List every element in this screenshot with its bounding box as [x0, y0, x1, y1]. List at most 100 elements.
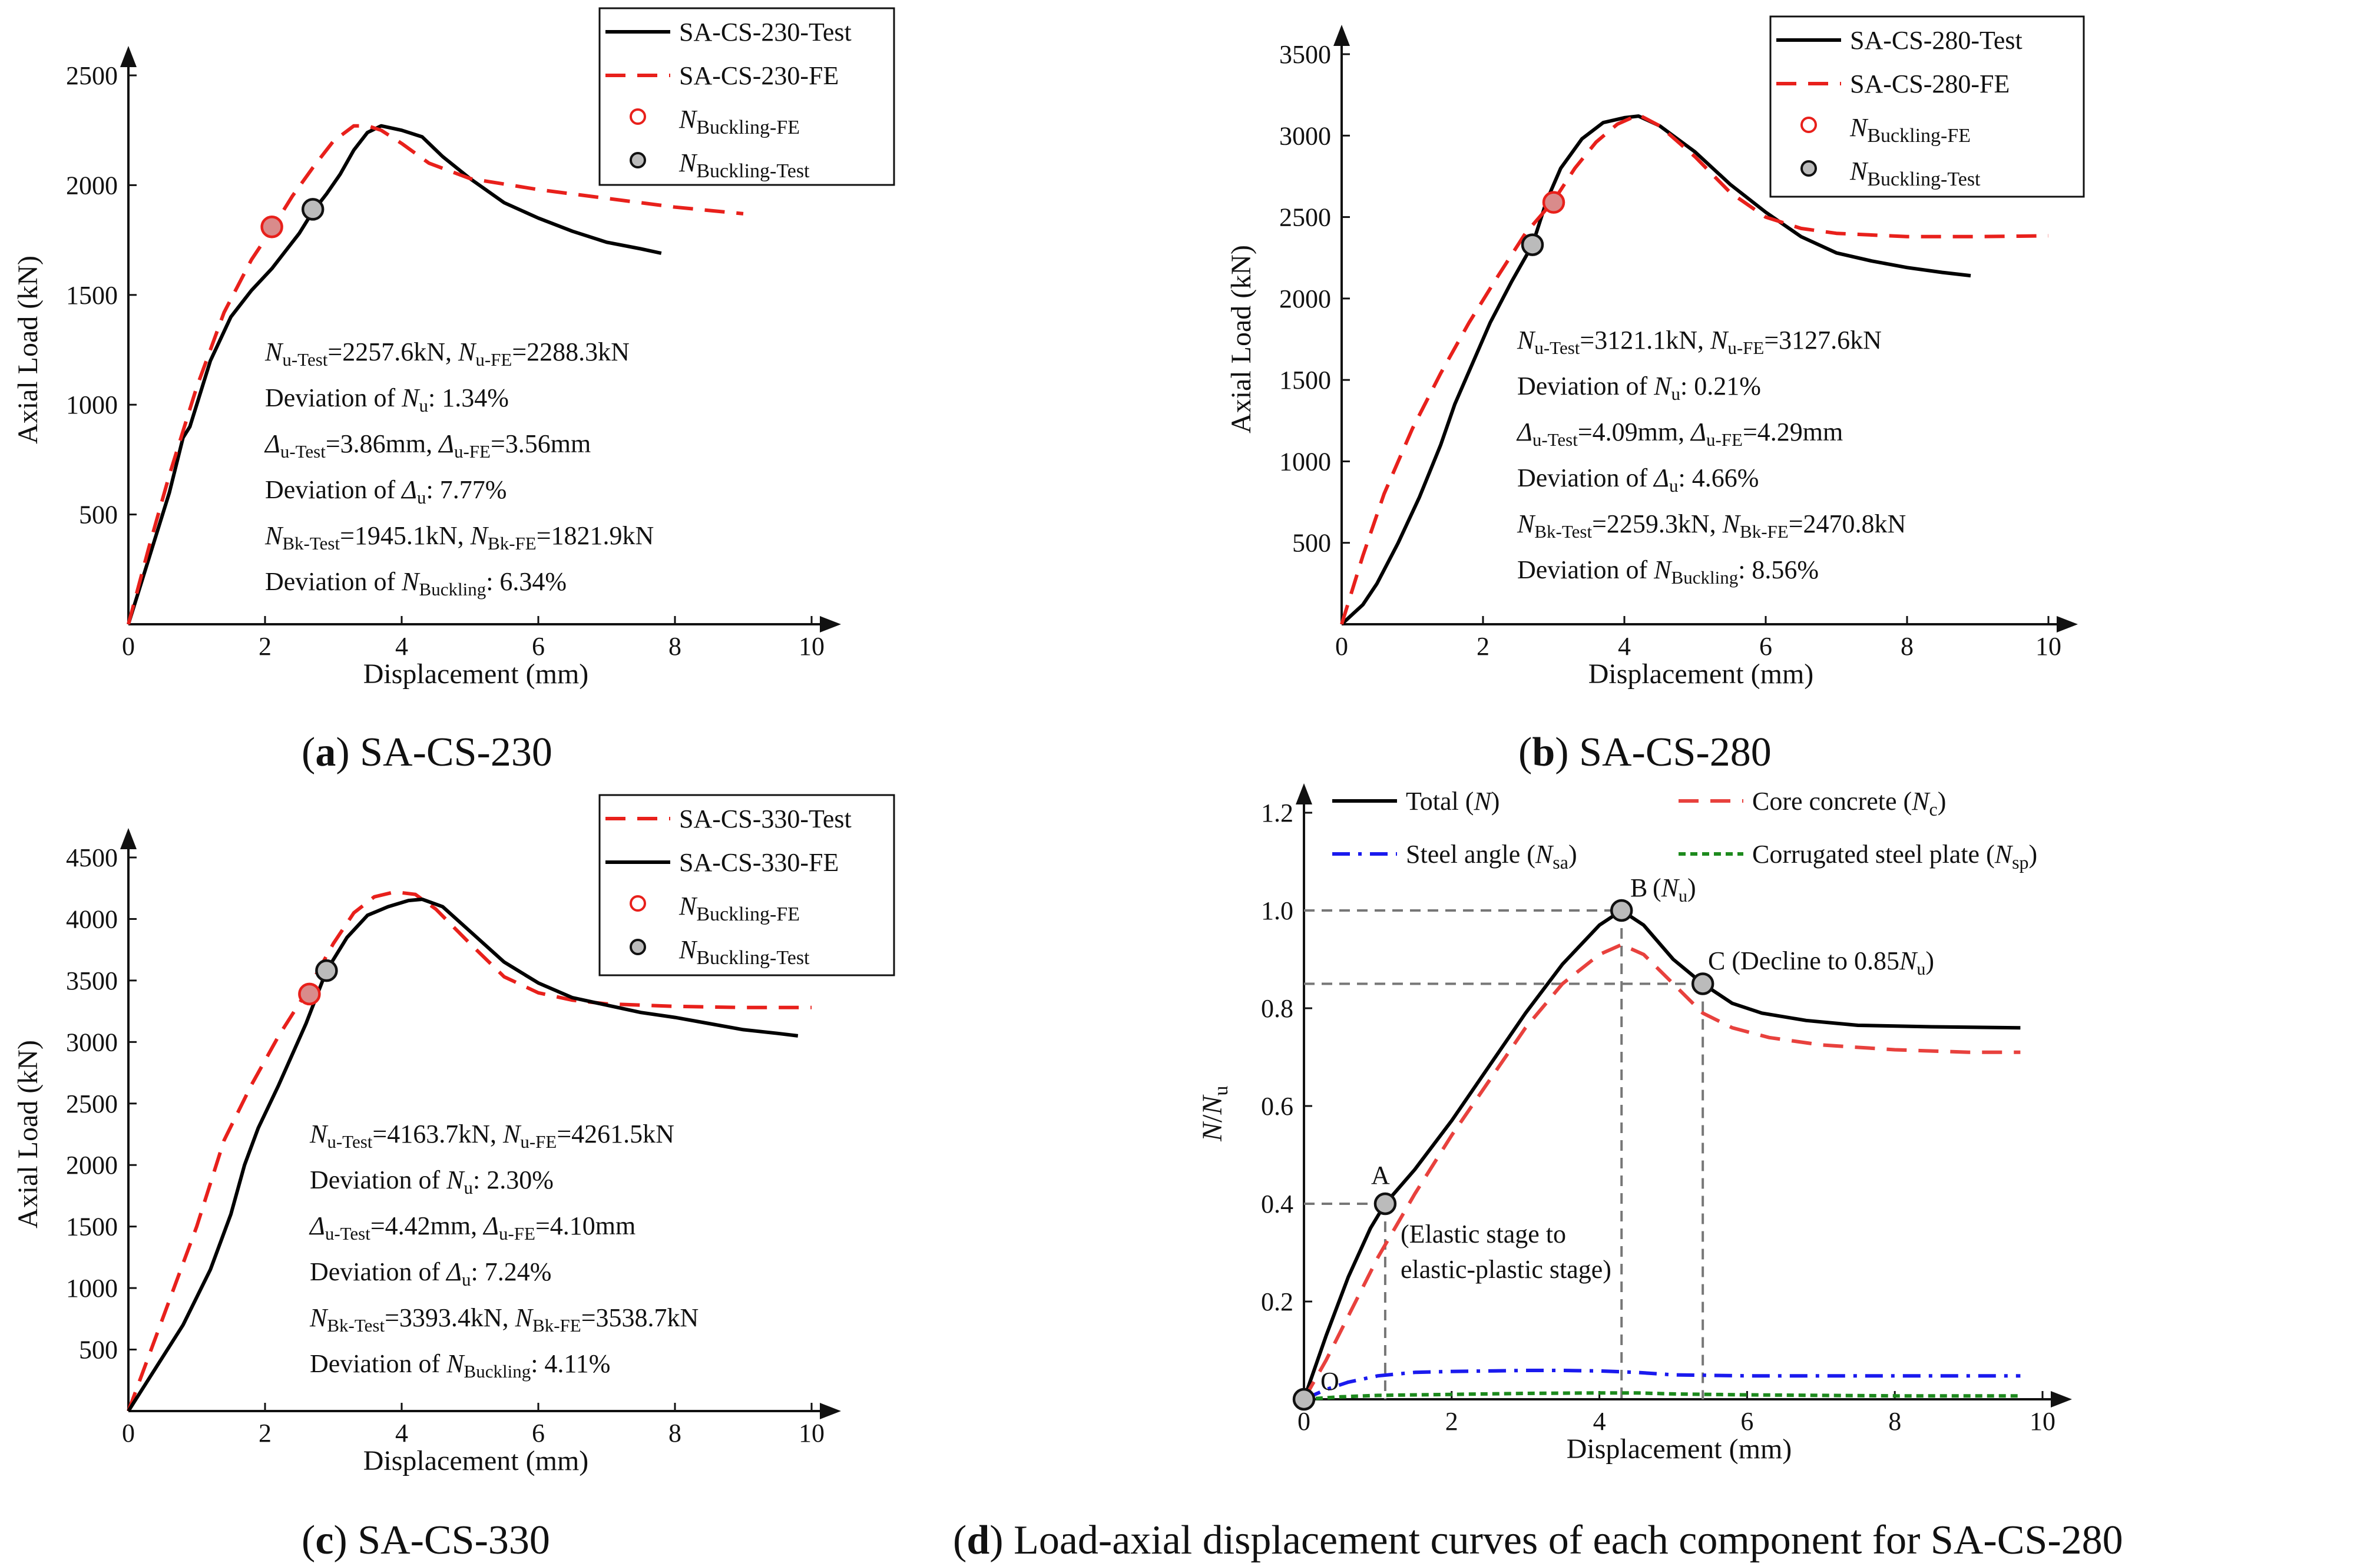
y-tick-label: 1000: [1279, 447, 1331, 476]
annotation-line-run: Buckling: [1671, 567, 1739, 588]
y-tick-label: 500: [79, 1336, 118, 1365]
annotation-line-run: =4.10mm: [535, 1211, 635, 1240]
x-tick-label: 8: [668, 1419, 681, 1448]
point-label: A: [1371, 1161, 1390, 1190]
annotation-line-run: Deviation of: [1517, 463, 1654, 492]
legend-label: NBuckling-Test: [678, 148, 810, 182]
legend-label: Total (N): [1406, 787, 1500, 816]
annotation-line-run: Δ: [400, 475, 417, 504]
y-tick-label: 0.8: [1261, 994, 1293, 1023]
y-tick-label: 2500: [1279, 203, 1331, 232]
series-line-1: [1340, 112, 2049, 625]
legend-label: Steel angle (Nsa): [1406, 840, 1577, 873]
annotation-line-run: u-FE: [520, 1131, 557, 1152]
panel-b: 0 2 4 6 8 10 500 1000 1500 2000 2500 3000 3500 Displa…: [1226, 15, 2085, 775]
y-axis-label: Axial Load (kN): [12, 256, 44, 444]
legend-swatch: [1800, 160, 1817, 177]
x-tick-label: 10: [2035, 632, 2061, 661]
marker-b: [1610, 899, 1633, 922]
annotation-line-run: N: [515, 1303, 534, 1332]
annotation-line-run: =2257.6kN,: [327, 337, 458, 366]
series-line-0: [127, 124, 662, 625]
legend-label: NBuckling-FE: [678, 892, 800, 925]
annotation-line-run: Δ: [1653, 463, 1669, 492]
y-tick-label: 2000: [66, 1151, 118, 1180]
legend-label-main: N: [678, 148, 698, 177]
x-axis-label: Displacement (mm): [363, 1445, 589, 1476]
legend-box: [1769, 15, 2085, 198]
panel-d: 0 2 4 6 8 10 0.2 0.4 0.6 0.8 1.0 1.2 Displacement (m…: [953, 783, 2123, 1563]
legend-swatch: [1800, 117, 1817, 133]
legend-label: SA-CS-330-FE: [679, 848, 839, 877]
annotation-line-run: Δ: [438, 429, 454, 458]
annotation-line-run: Deviation of: [265, 567, 402, 596]
annotation-line-run: u: [417, 487, 426, 508]
annotation-line-run: =2288.3kN: [512, 337, 630, 366]
caption-text: Load-axial displacement curves of each c…: [1014, 1518, 2123, 1563]
legend-swatch: [630, 939, 646, 955]
panel-caption: (d) Load-axial displacement curves of ea…: [953, 1518, 2123, 1563]
x-axis-label: Displacement (mm): [1567, 1433, 1792, 1465]
legend-box: [598, 7, 895, 186]
annotation-line-run: N: [1653, 555, 1673, 584]
caption-text: SA-CS-330: [358, 1518, 550, 1563]
series-line-0: [1302, 909, 2021, 1400]
legend-label-tail: ): [1938, 787, 1947, 816]
legend-label-main: Core concrete (: [1752, 787, 1912, 816]
annotation-line-run: : 1.34%: [428, 383, 509, 412]
annotation-line-run: N: [309, 1120, 329, 1148]
y-axis-arrow: [1296, 783, 1312, 804]
annotation-line-run: u-Test: [282, 349, 327, 370]
legend-label-main: N: [1849, 113, 1869, 142]
y-tick-label: 3000: [1279, 121, 1331, 150]
legend-label-main: Corrugated steel plate (: [1752, 840, 1995, 869]
annotation-line-run: N: [1653, 372, 1673, 400]
legend-label: SA-CS-230-Test: [679, 18, 852, 47]
y-tick-label: 1500: [66, 1213, 118, 1241]
y-tick-label: 2000: [66, 171, 118, 200]
legend-label: SA-CS-280-Test: [1850, 26, 2022, 55]
x-tick-label: 10: [799, 1419, 825, 1448]
caption-close: ): [989, 1518, 1014, 1563]
series-line-1: [127, 124, 744, 625]
legend-label-sub: sa: [1553, 852, 1568, 873]
annotation-line-run: N: [401, 567, 421, 596]
point-label: B: [1630, 873, 1647, 902]
c-note-main: C (Decline to 0.85: [1708, 946, 1899, 975]
y-tick-label: 3000: [66, 1028, 118, 1057]
annotation-line-run: Deviation of: [1517, 372, 1654, 400]
x-tick-label: 10: [2030, 1407, 2055, 1436]
marker-a: [1373, 1192, 1397, 1216]
c-note-close: ): [1925, 946, 1934, 975]
x-tick-label: 8: [668, 632, 681, 661]
caption-text: SA-CS-230: [360, 730, 552, 775]
legend-label-sub: Buckling-Test: [1867, 168, 1981, 190]
annotation-line: NBk-Test=3393.4kN, NBk-FE=3538.7kN: [309, 1303, 699, 1336]
caption-close: ): [333, 1518, 358, 1563]
annotation-line-run: u: [1669, 475, 1679, 496]
annotation-line: NBk-Test=1945.1kN, NBk-FE=1821.9kN: [264, 521, 654, 554]
legend-label-sub: c: [1929, 799, 1938, 820]
annotation-line: Deviation of Δu: 7.24%: [310, 1257, 551, 1290]
annotation-line-run: : 2.30%: [473, 1165, 554, 1194]
annotation-line-run: u-FE: [1706, 429, 1743, 450]
annotation-line-run: : 7.24%: [471, 1257, 552, 1286]
annotation-line-run: Deviation of: [310, 1349, 446, 1378]
x-tick-label: 8: [1888, 1407, 1901, 1436]
annotation-line-run: u: [464, 1177, 474, 1198]
annotation-line-run: : 7.77%: [426, 475, 507, 504]
y-tick-label: 500: [79, 501, 118, 529]
point-label: (Elastic stage to: [1401, 1220, 1566, 1249]
x-tick-label: 0: [1297, 1407, 1310, 1436]
b-note-close: ): [1687, 873, 1696, 902]
annotation-line: Nu-Test=4163.7kN, Nu-FE=4261.5kN: [309, 1120, 674, 1152]
annotation-line-run: u: [1671, 383, 1681, 404]
y-tick-label: 1500: [1279, 366, 1331, 395]
annotation-line-run: Buckling: [419, 579, 486, 600]
annotation-line: Δu-Test=4.42mm, Δu-FE=4.10mm: [309, 1211, 635, 1244]
annotation-line-run: =1821.9kN: [537, 521, 654, 550]
x-axis-arrow: [2057, 616, 2078, 633]
annotation-line-run: N: [309, 1303, 329, 1332]
legend-label-main: N: [1849, 157, 1869, 186]
x-tick-label: 0: [122, 632, 135, 661]
